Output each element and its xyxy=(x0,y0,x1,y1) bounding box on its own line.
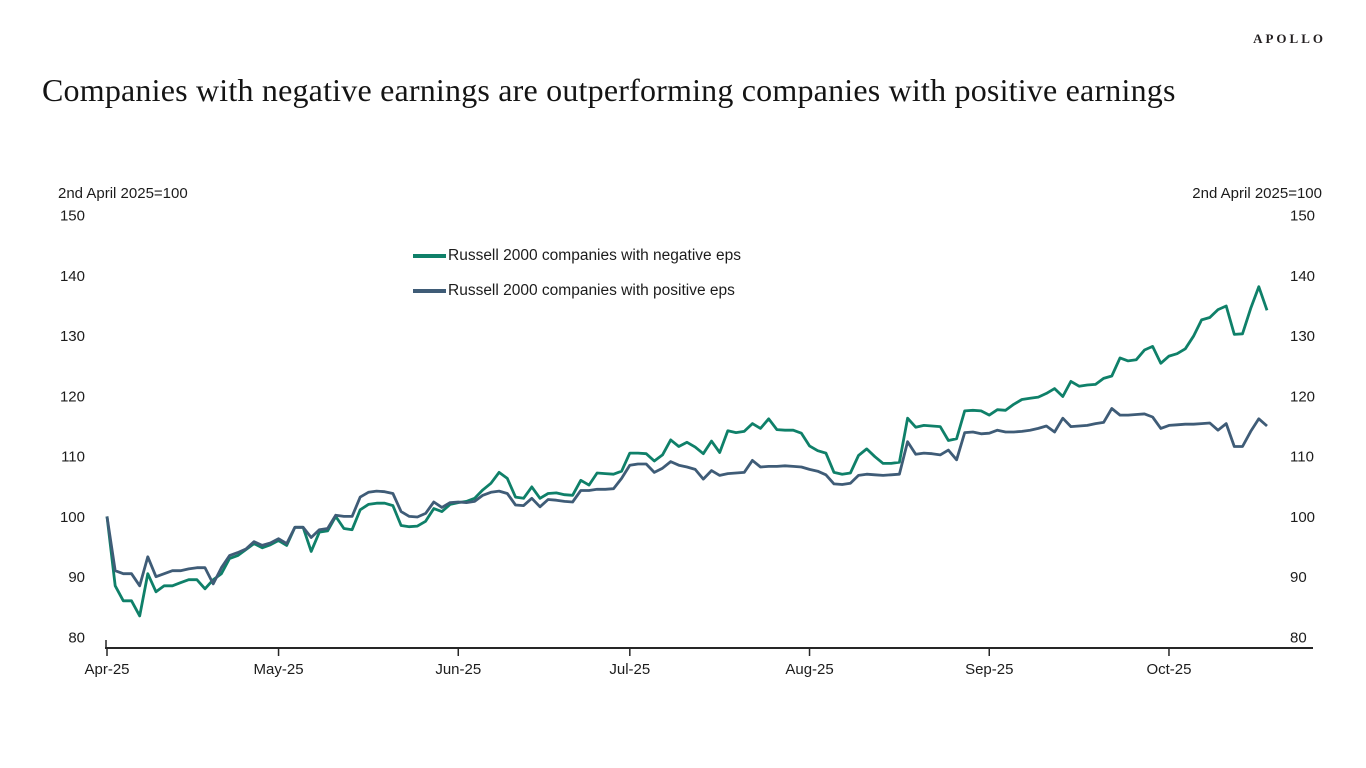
x-tick-label: Jun-25 xyxy=(435,661,481,678)
y-tick-label-right: 140 xyxy=(1290,268,1315,285)
x-tick-label: Sep-25 xyxy=(965,661,1013,678)
x-tick-label: Apr-25 xyxy=(84,661,129,678)
y-tick-label-left: 150 xyxy=(60,208,85,225)
x-tick-label: Aug-25 xyxy=(785,661,833,678)
chart-title: Companies with negative earnings are out… xyxy=(42,72,1176,108)
y-tick-label-left: 110 xyxy=(61,449,85,466)
y-tick-label-right: 130 xyxy=(1290,328,1315,345)
y-tick-label-left: 120 xyxy=(60,388,85,405)
x-tick-label: Jul-25 xyxy=(609,661,650,678)
legend-swatch-positive-eps xyxy=(413,289,446,293)
x-tick-label: Oct-25 xyxy=(1146,661,1191,678)
chart-legend: Russell 2000 companies with negative eps… xyxy=(413,247,741,300)
series-line-positive-eps xyxy=(105,407,1268,588)
y-tick-label-right: 100 xyxy=(1290,509,1315,526)
y-tick-label-left: 90 xyxy=(68,569,85,586)
left-axis-header: 2nd April 2025=100 xyxy=(58,185,188,202)
legend-label-positive-eps: Russell 2000 companies with positive eps xyxy=(448,282,735,299)
line-chart: Apr-25 May-25 Jun-25 Jul-25 Aug-25 Sep-25 Oct-… xyxy=(60,208,1315,679)
right-axis-header: 2nd April 2025=100 xyxy=(1192,185,1322,202)
y-tick-label-right: 120 xyxy=(1290,388,1315,405)
y-tick-label-right: 110 xyxy=(1290,449,1314,466)
legend-item-negative-eps: Russell 2000 companies with negative eps xyxy=(413,247,741,265)
y-tick-label-left: 130 xyxy=(60,328,85,345)
y-tick-label-left: 140 xyxy=(60,268,85,285)
y-tick-label-right: 80 xyxy=(1290,630,1307,647)
apollo-logo: APOLLO xyxy=(1253,31,1326,46)
y-tick-label-left: 80 xyxy=(68,630,85,647)
legend-swatch-negative-eps xyxy=(413,254,446,258)
y-tick-label-left: 100 xyxy=(60,509,85,526)
y-tick-label-right: 150 xyxy=(1290,208,1315,225)
series-line-negative-eps xyxy=(105,285,1269,618)
x-tick-label: May-25 xyxy=(254,661,304,678)
legend-item-positive-eps: Russell 2000 companies with positive eps xyxy=(413,282,741,300)
legend-label-negative-eps: Russell 2000 companies with negative eps xyxy=(448,247,741,264)
y-tick-label-right: 90 xyxy=(1290,569,1307,586)
